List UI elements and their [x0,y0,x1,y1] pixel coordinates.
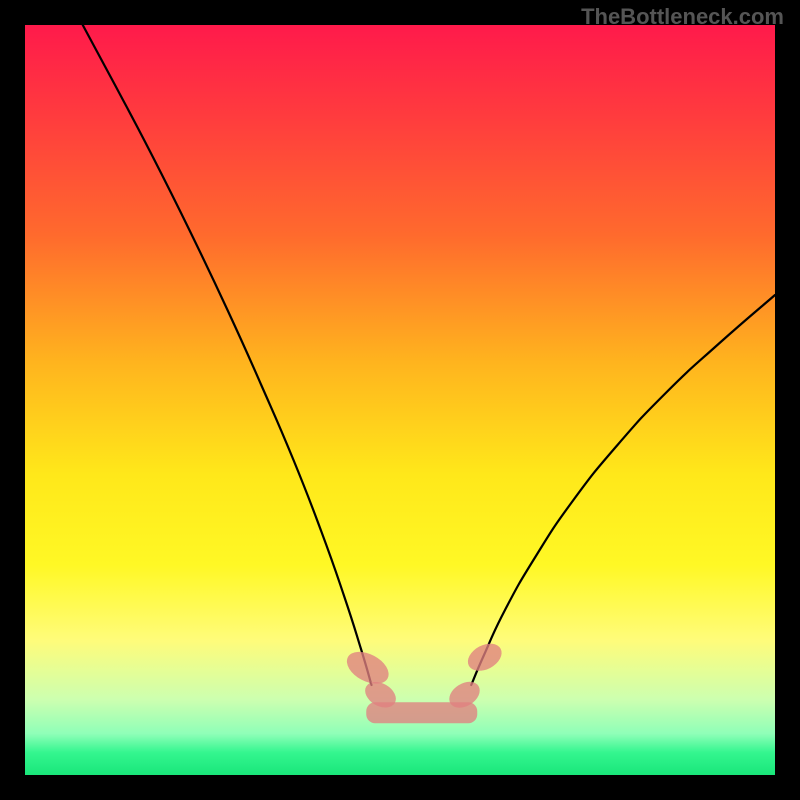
chart-frame: TheBottleneck.com [0,0,800,800]
plot-area [25,25,775,775]
gradient-background [25,25,775,775]
watermark-text: TheBottleneck.com [581,4,784,30]
